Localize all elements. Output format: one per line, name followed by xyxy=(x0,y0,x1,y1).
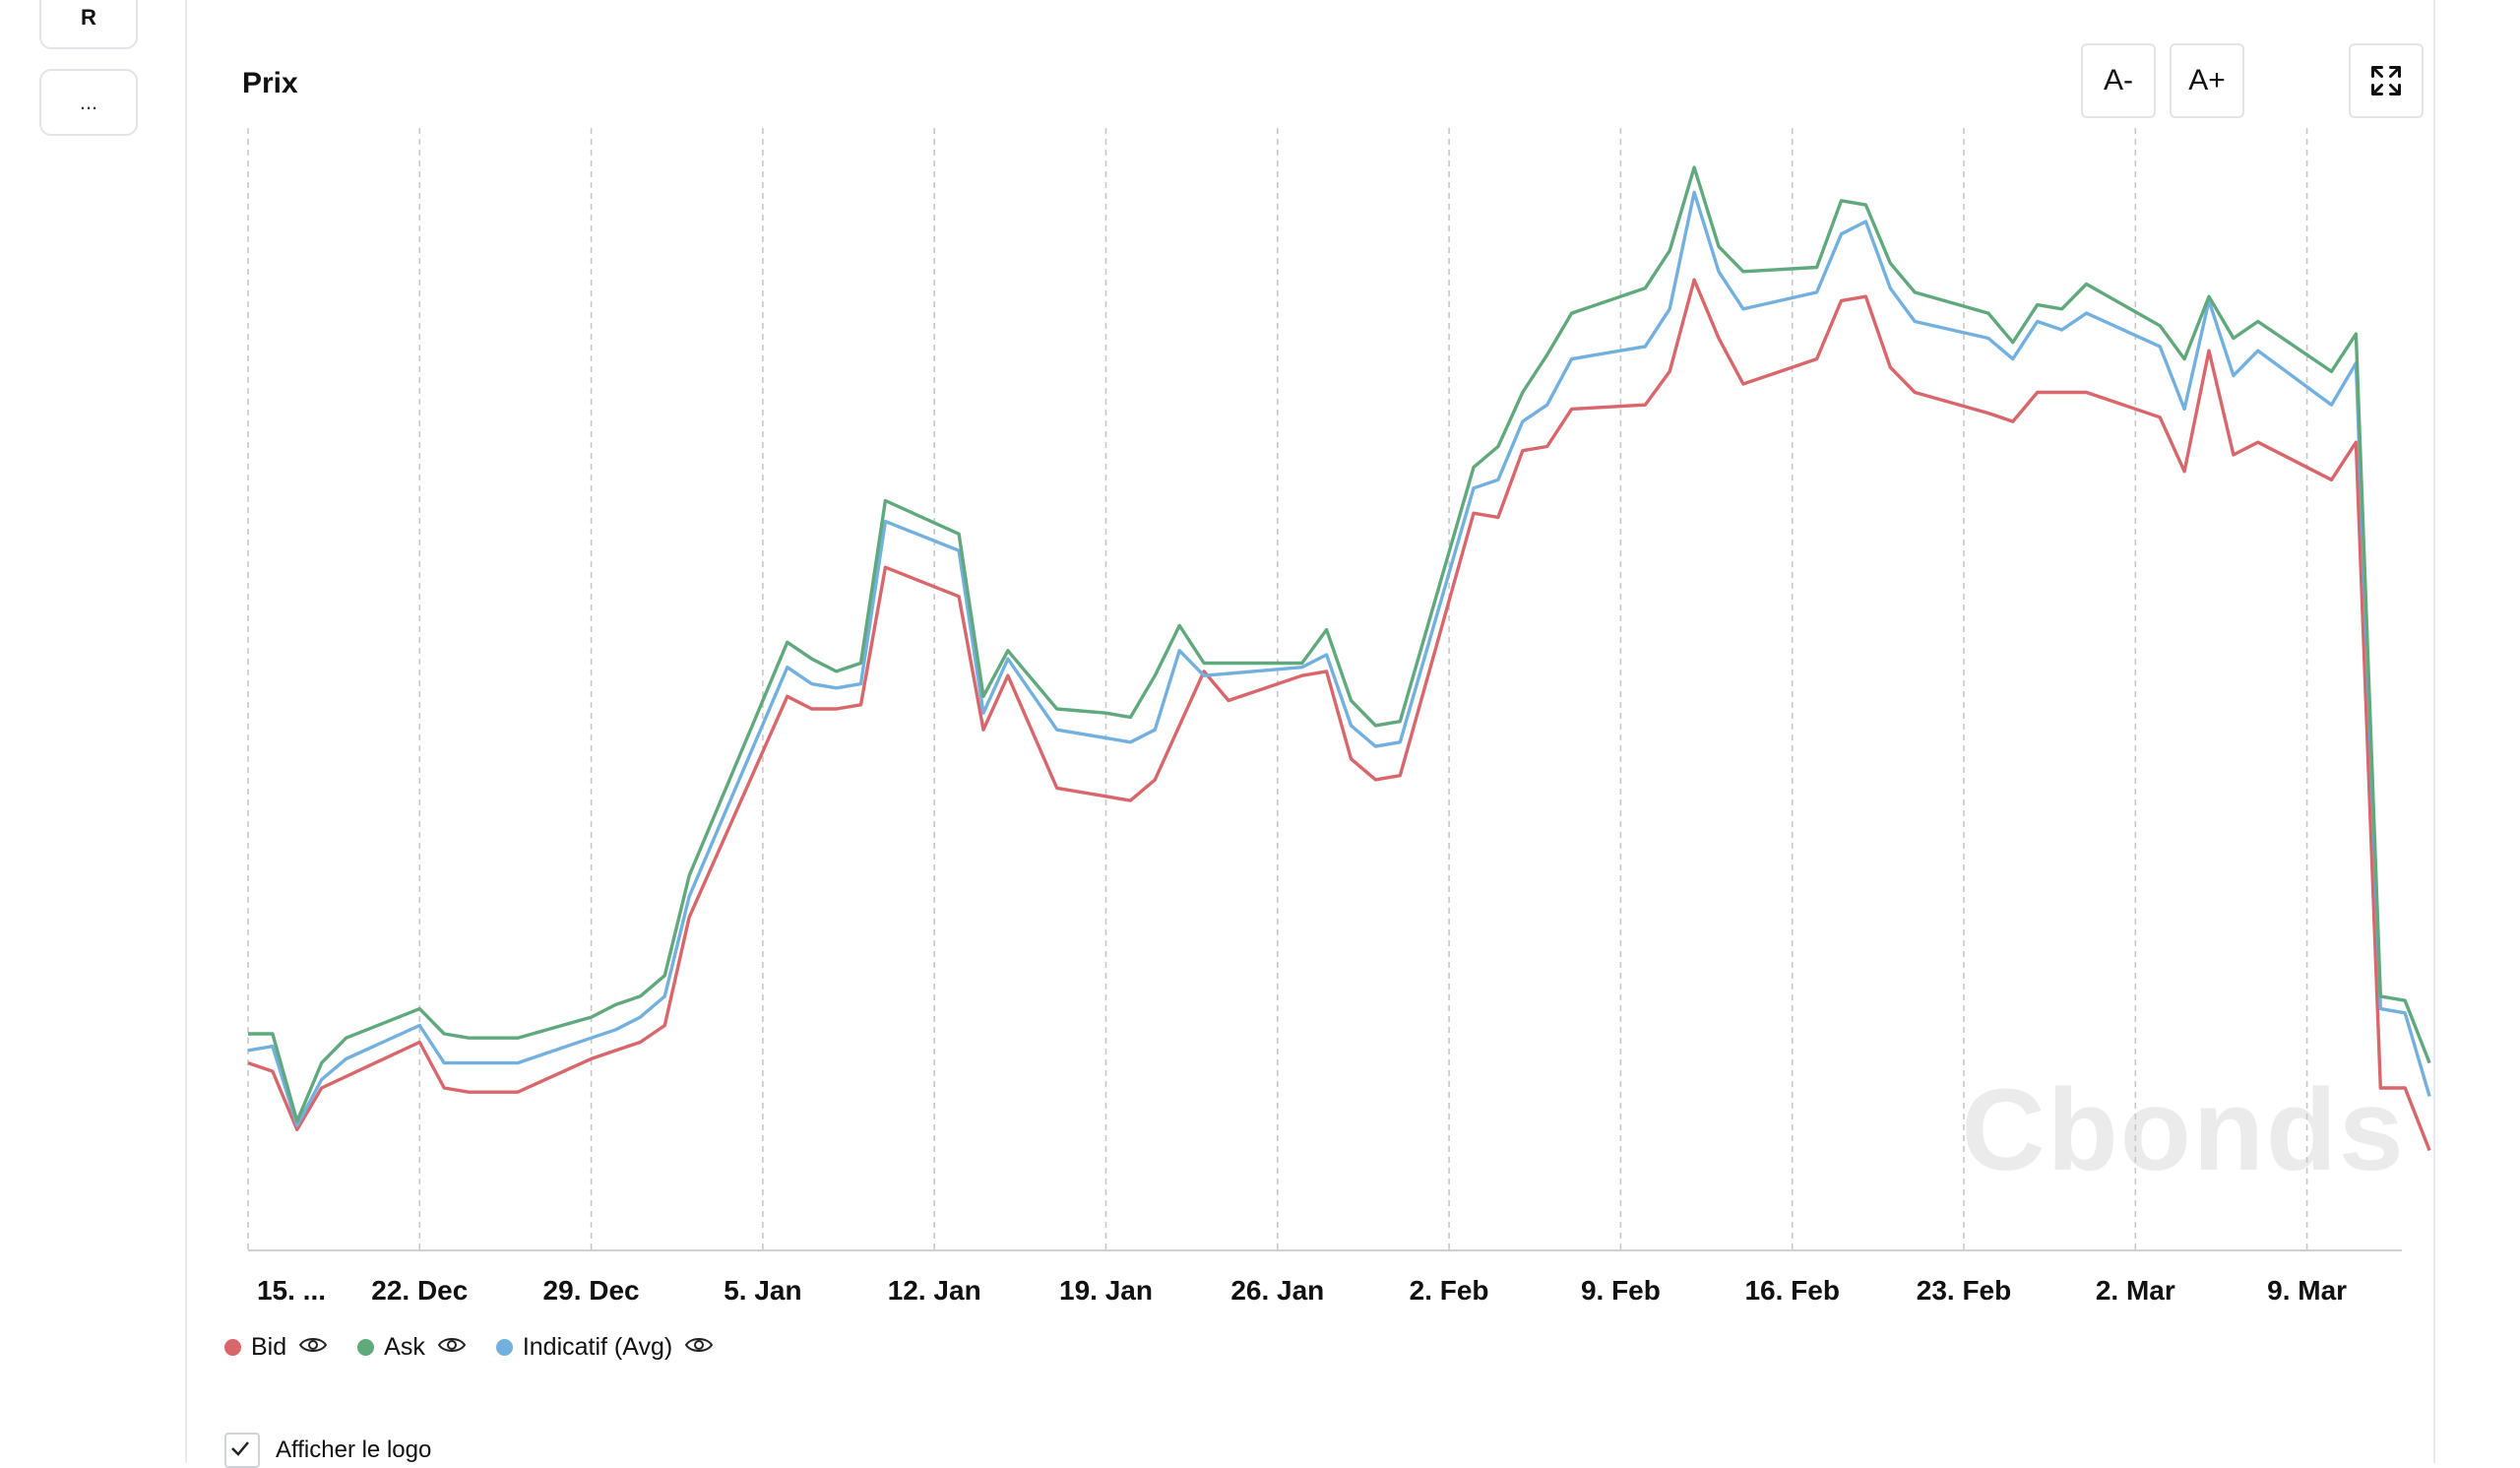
show-logo-checkbox[interactable] xyxy=(224,1433,260,1468)
ask-line[interactable] xyxy=(248,165,2431,1123)
eye-icon[interactable] xyxy=(684,1333,714,1362)
font-decrease-button[interactable]: A- xyxy=(2081,43,2156,118)
x-tick-label: 2. Mar xyxy=(2096,1275,2175,1306)
x-tick-label: 16. Feb xyxy=(1744,1275,1839,1306)
chart-panel xyxy=(185,0,2435,1463)
legend-label-bid: Bid xyxy=(251,1332,287,1361)
legend-label-avg: Indicatif (Avg) xyxy=(522,1332,673,1361)
eye-icon[interactable] xyxy=(298,1333,328,1362)
chart-title: Prix xyxy=(242,67,298,99)
x-tick-label: 15. ... xyxy=(257,1275,326,1306)
legend-label-ask: Ask xyxy=(384,1332,425,1361)
left-rail: R ... xyxy=(0,0,185,1453)
ask-dot xyxy=(357,1338,375,1356)
x-tick-label: 23. Feb xyxy=(1917,1275,2011,1306)
legend-item-bid[interactable]: Bid xyxy=(224,1333,328,1362)
r-button[interactable]: R xyxy=(39,0,138,49)
more-button[interactable]: ... xyxy=(39,69,138,136)
x-tick-label: 5. Jan xyxy=(724,1275,801,1306)
fullscreen-button[interactable] xyxy=(2349,43,2424,118)
x-tick-label: 9. Feb xyxy=(1581,1275,1661,1306)
chart-legend: Bid Ask Indicatif (Avg) xyxy=(224,1329,743,1365)
x-tick-label: 12. Jan xyxy=(888,1275,981,1306)
avg-line[interactable] xyxy=(247,190,2431,1127)
show-logo-option[interactable]: Afficher le logo xyxy=(224,1433,431,1468)
x-tick-label: 22. Dec xyxy=(371,1275,468,1306)
x-tick-label: 29. Dec xyxy=(543,1275,640,1306)
cbonds-watermark: Cbonds xyxy=(1961,1065,2405,1195)
avg-dot xyxy=(495,1338,513,1356)
expand-icon xyxy=(2371,66,2401,96)
x-tick-label: 19. Jan xyxy=(1059,1275,1153,1306)
bid-line[interactable] xyxy=(247,278,2431,1152)
x-tick-label: 2. Feb xyxy=(1410,1275,1489,1306)
x-tick-label: 9. Mar xyxy=(2267,1275,2347,1306)
font-increase-button[interactable]: A+ xyxy=(2170,43,2244,118)
eye-icon[interactable] xyxy=(437,1333,467,1362)
x-tick-label: 26. Jan xyxy=(1230,1275,1324,1306)
bid-dot xyxy=(224,1338,241,1356)
show-logo-label: Afficher le logo xyxy=(276,1436,432,1463)
legend-item-avg[interactable]: Indicatif (Avg) xyxy=(495,1332,714,1362)
legend-item-ask[interactable]: Ask xyxy=(357,1333,467,1362)
